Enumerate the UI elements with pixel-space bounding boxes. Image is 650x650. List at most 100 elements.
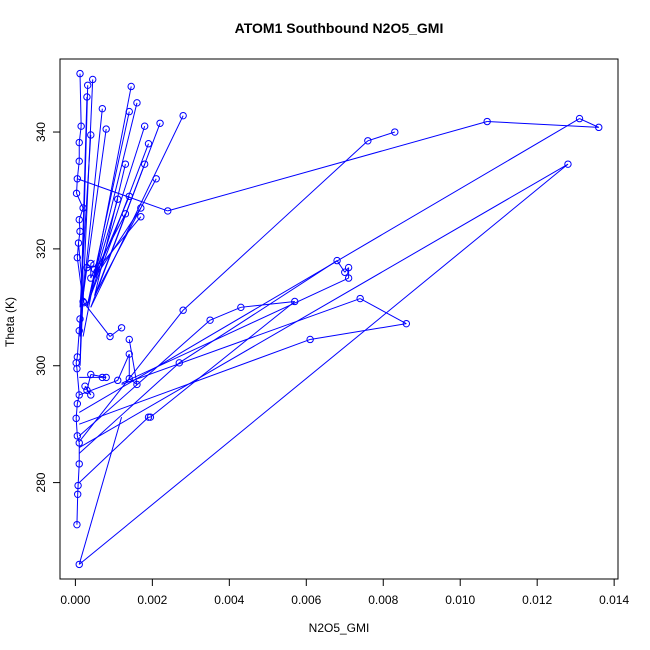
x-axis: 0.000 0.002 0.004 0.006 0.008 0.010 0.012 0.014 bbox=[60, 578, 629, 607]
data-point bbox=[114, 195, 122, 203]
series-segment bbox=[487, 121, 599, 128]
data-point bbox=[146, 413, 155, 421]
data-point bbox=[402, 319, 411, 328]
series-segment bbox=[76, 494, 79, 525]
data-point bbox=[73, 400, 82, 408]
data-point bbox=[125, 350, 133, 358]
data-point bbox=[76, 227, 84, 236]
data-point bbox=[87, 391, 95, 399]
data-point bbox=[344, 263, 353, 272]
series-segment bbox=[121, 298, 361, 385]
series-segment bbox=[78, 416, 149, 483]
data-point bbox=[87, 259, 95, 268]
data-point bbox=[89, 75, 97, 84]
data-point bbox=[74, 239, 83, 247]
series-segment bbox=[94, 178, 157, 296]
x-tick-label: 0.010 bbox=[445, 593, 475, 607]
series-segment bbox=[150, 301, 296, 418]
x-tick-label: 0.012 bbox=[522, 593, 552, 607]
data-point bbox=[87, 370, 95, 379]
series-segment bbox=[94, 216, 142, 273]
series-segment bbox=[76, 330, 80, 358]
series-segment bbox=[79, 338, 311, 425]
series-segment bbox=[78, 318, 81, 331]
data-point bbox=[75, 215, 83, 224]
series-segment bbox=[367, 131, 395, 142]
data-point bbox=[75, 138, 83, 147]
series-segment bbox=[78, 417, 123, 565]
data-point bbox=[595, 123, 603, 132]
data-point bbox=[73, 353, 82, 361]
data-point bbox=[144, 140, 153, 148]
data-point bbox=[175, 359, 183, 367]
series-segment bbox=[359, 298, 407, 325]
data-point bbox=[117, 324, 126, 332]
x-tick-label: 0.004 bbox=[214, 593, 244, 607]
data-point bbox=[75, 391, 83, 399]
data-point bbox=[106, 332, 114, 341]
data-point bbox=[333, 256, 341, 265]
series-segment bbox=[182, 140, 369, 311]
data-point bbox=[73, 432, 82, 440]
data-point bbox=[364, 137, 372, 145]
series-segment bbox=[75, 403, 78, 419]
data-point bbox=[72, 359, 80, 367]
data-point bbox=[98, 104, 107, 113]
data-point bbox=[179, 306, 187, 314]
chart-title: ATOM1 Southbound N2O5_GMI bbox=[235, 20, 444, 36]
x-tick-label: 0.008 bbox=[368, 593, 398, 607]
y-tick-label: 300 bbox=[34, 355, 48, 375]
series-segment bbox=[240, 300, 295, 308]
series-segment bbox=[336, 260, 346, 273]
data-point bbox=[72, 189, 81, 198]
data-point bbox=[137, 213, 145, 221]
data-point bbox=[152, 175, 160, 183]
series-segment bbox=[76, 368, 80, 395]
series-segment bbox=[77, 242, 85, 303]
data-point bbox=[87, 274, 95, 282]
series-segment bbox=[76, 193, 84, 209]
data-point bbox=[206, 316, 214, 324]
x-tick-label: 0.000 bbox=[60, 593, 90, 607]
series-segment bbox=[78, 163, 569, 448]
series-segment bbox=[79, 73, 82, 127]
x-tick-label: 0.006 bbox=[291, 593, 321, 607]
data-point bbox=[76, 315, 84, 323]
data-point bbox=[75, 326, 83, 335]
series-segment bbox=[94, 213, 126, 273]
y-tick-label: 280 bbox=[34, 472, 48, 492]
data-point bbox=[84, 81, 92, 89]
series-segment bbox=[109, 327, 122, 337]
data-point bbox=[133, 380, 141, 389]
data-point bbox=[483, 117, 491, 126]
data-point bbox=[73, 175, 82, 183]
data-point bbox=[291, 297, 299, 306]
data-point bbox=[87, 131, 95, 139]
x-tick-label: 0.014 bbox=[599, 593, 629, 607]
series-lines bbox=[75, 73, 599, 565]
data-point bbox=[125, 192, 133, 201]
series-segment bbox=[117, 353, 130, 381]
data-point bbox=[356, 294, 364, 303]
series-segment bbox=[78, 207, 84, 220]
series-segment bbox=[78, 118, 580, 413]
series-segment bbox=[86, 111, 130, 308]
series-segment bbox=[167, 121, 488, 212]
series-segment bbox=[90, 115, 184, 308]
series-segment bbox=[90, 374, 107, 378]
data-point bbox=[144, 413, 153, 421]
series-segment bbox=[77, 231, 81, 244]
data-point bbox=[140, 122, 149, 130]
series-segment bbox=[79, 79, 94, 366]
series-points bbox=[72, 69, 603, 569]
data-point bbox=[77, 122, 85, 130]
data-point bbox=[121, 160, 130, 168]
data-point bbox=[341, 268, 349, 276]
data-point bbox=[73, 253, 82, 262]
series-segment bbox=[94, 207, 142, 279]
series-segment bbox=[94, 163, 146, 296]
series-segment bbox=[310, 323, 407, 340]
data-point bbox=[140, 160, 149, 168]
y-axis-label: Theta (K) bbox=[3, 297, 17, 347]
data-point bbox=[74, 490, 82, 498]
